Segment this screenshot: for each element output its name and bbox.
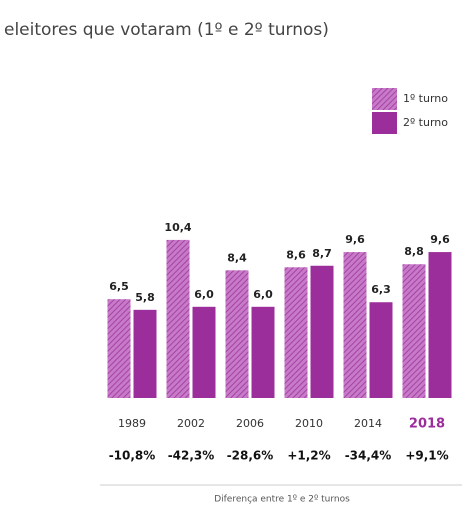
value-label: 10,4: [164, 221, 191, 234]
legend-label: 2º turno: [403, 116, 448, 129]
bar: [402, 264, 426, 398]
footnote: Diferença entre 1º e 2º turnos: [214, 495, 350, 505]
bar: [428, 252, 452, 398]
legend-swatch: [372, 112, 397, 134]
difference-label: -28,6%: [227, 449, 274, 463]
value-label: 6,3: [371, 283, 391, 296]
x-tick-label: 2014: [354, 417, 382, 430]
bar: [225, 270, 249, 398]
value-label: 8,4: [227, 251, 247, 264]
legend-label: 1º turno: [403, 92, 448, 105]
x-tick-label: 2006: [236, 417, 264, 430]
x-tick-label: 2002: [177, 417, 205, 430]
value-label: 6,5: [109, 280, 129, 293]
difference-label: +1,2%: [287, 449, 330, 463]
value-label: 9,6: [430, 233, 450, 246]
difference-label: +9,1%: [405, 449, 448, 463]
bar: [107, 299, 131, 398]
value-label: 8,6: [286, 248, 306, 261]
bar: [192, 306, 216, 398]
legend-swatch: [372, 88, 397, 110]
value-label: 6,0: [194, 288, 214, 301]
bar: [369, 302, 393, 398]
bar: [343, 252, 367, 398]
value-label: 8,8: [404, 245, 424, 258]
bar: [133, 309, 157, 398]
x-tick-label: 2010: [295, 417, 323, 430]
difference-label: -34,4%: [345, 449, 392, 463]
value-label: 9,6: [345, 233, 365, 246]
difference-label: -42,3%: [168, 449, 215, 463]
difference-label: -10,8%: [109, 449, 156, 463]
value-label: 5,8: [135, 291, 155, 304]
bar: [166, 239, 190, 398]
x-tick-label: 1989: [118, 417, 146, 430]
chart-title: eleitores que votaram (1º e 2º turnos): [4, 20, 329, 40]
bar: [284, 267, 308, 398]
value-label: 6,0: [253, 288, 273, 301]
bar: [251, 306, 275, 398]
x-tick-label: 2018: [409, 417, 445, 432]
value-label: 8,7: [312, 247, 332, 260]
bar: [310, 265, 334, 398]
